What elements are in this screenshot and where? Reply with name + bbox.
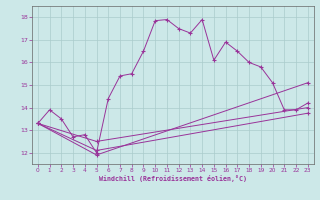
- X-axis label: Windchill (Refroidissement éolien,°C): Windchill (Refroidissement éolien,°C): [99, 175, 247, 182]
